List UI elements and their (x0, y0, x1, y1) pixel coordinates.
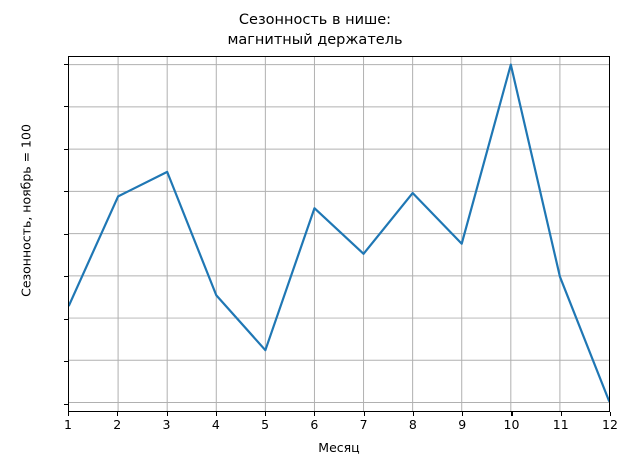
y-tick-mark (64, 191, 68, 193)
x-tick-mark (215, 412, 217, 416)
x-tick-mark (462, 412, 464, 416)
x-tick-mark (68, 412, 70, 416)
x-tick-label: 9 (458, 417, 467, 432)
y-tick-mark (64, 318, 68, 320)
x-tick-label: 5 (261, 417, 270, 432)
x-tick-mark (265, 412, 267, 416)
x-tick-label: 4 (211, 417, 220, 432)
x-tick-label: 3 (162, 417, 171, 432)
x-tick-label: 10 (503, 417, 520, 432)
x-tick-label: 2 (113, 417, 122, 432)
data-line-series (69, 63, 609, 402)
x-tick-mark (610, 412, 612, 416)
x-tick-mark (412, 412, 414, 416)
x-tick-mark (166, 412, 168, 416)
x-axis-label: Месяц (318, 440, 360, 455)
x-tick-label: 1 (64, 417, 72, 432)
chart-title: Сезонность в нише: магнитный держатель (227, 12, 403, 48)
x-tick-label: 6 (310, 417, 319, 432)
x-tick-mark (511, 412, 513, 416)
y-tick-mark (64, 106, 68, 108)
y-tick-mark (64, 63, 68, 65)
y-tick-mark (64, 361, 68, 363)
plot-area (68, 56, 610, 412)
x-tick-label: 12 (602, 417, 618, 432)
y-axis-label: Сезонность, ноябрь = 100 (18, 124, 34, 297)
series-polyline (69, 63, 609, 402)
x-tick-mark (560, 412, 562, 416)
x-tick-mark (117, 412, 119, 416)
y-tick-mark (64, 233, 68, 235)
x-tick-label: 11 (552, 417, 569, 432)
y-tick-mark (64, 148, 68, 150)
y-tick-mark (64, 276, 68, 278)
grid-lines (69, 57, 609, 411)
x-tick-label: 7 (359, 417, 368, 432)
x-tick-label: 8 (408, 417, 417, 432)
x-tick-mark (314, 412, 316, 416)
y-tick-mark (64, 403, 68, 405)
x-tick-mark (363, 412, 365, 416)
